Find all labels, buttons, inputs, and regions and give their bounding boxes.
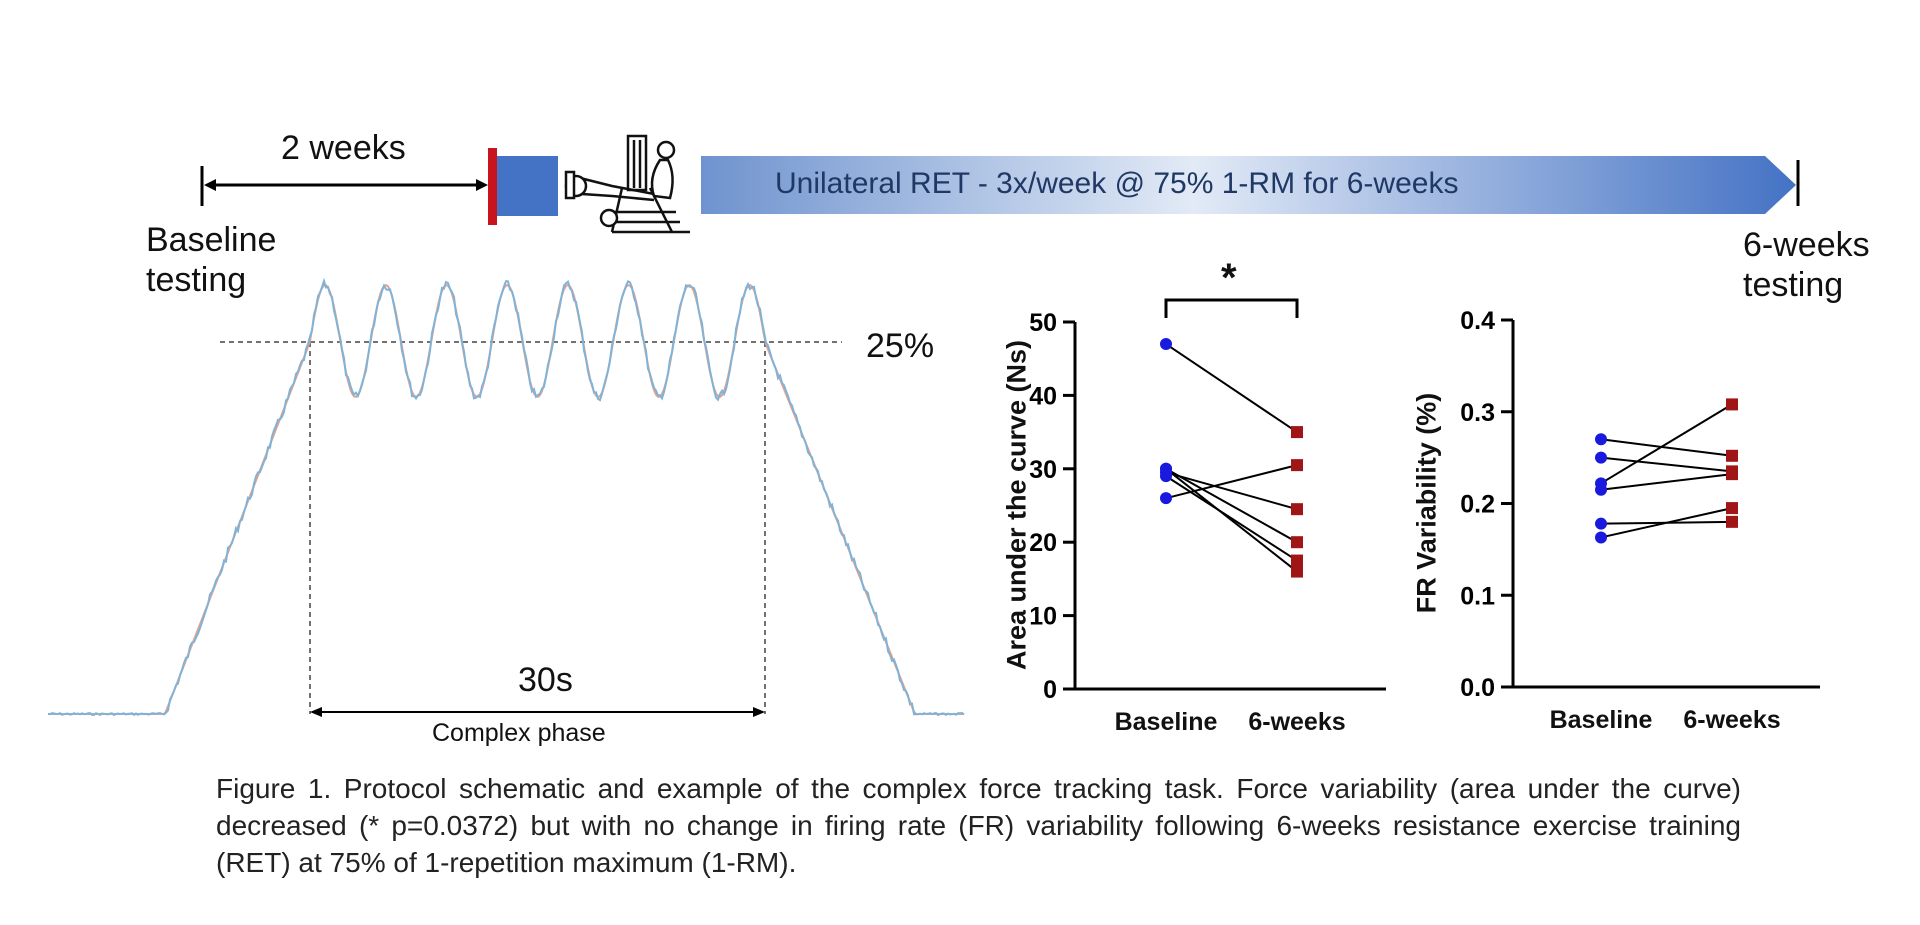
fr-baseline-point [1595, 531, 1607, 544]
duration-label: 30s [518, 661, 573, 699]
significance-bracket [1164, 298, 1299, 318]
auc-y-tick-label: 40 [1029, 382, 1057, 410]
fr-baseline-point [1595, 517, 1607, 530]
fr-y-tick-label: 0.2 [1460, 491, 1495, 519]
fr-post-point [1726, 449, 1738, 462]
interval-arrow-left-head [204, 179, 216, 191]
auc-pair-line [1165, 343, 1298, 433]
measured-trace-line [47, 277, 965, 717]
fr-post-point [1726, 398, 1738, 411]
auc-x-tick-post: 6-weeks [1248, 708, 1346, 736]
auc-y-axis-label: Area under the curve (Ns) [1001, 339, 1032, 671]
auc-y-tick-label: 10 [1029, 603, 1057, 631]
fr-baseline-point [1595, 483, 1607, 496]
threshold-label: 25% [866, 327, 935, 365]
auc-post-point [1291, 503, 1303, 516]
training-label: Unilateral RET - 3x/week @ 75% 1-RM for … [775, 167, 1459, 200]
fr-y-tick-label: 0.1 [1460, 582, 1495, 610]
phase-arrow-right-head [753, 707, 765, 717]
auc-pair-line [1165, 468, 1298, 573]
auc-post-point [1291, 536, 1303, 549]
fr-post-point [1726, 468, 1738, 481]
fr-x-tick-post: 6-weeks [1683, 706, 1781, 734]
fr-pair-line [1600, 438, 1733, 457]
timeline [200, 134, 1800, 234]
force-trace-panel [47, 277, 965, 717]
auc-x-tick-baseline: Baseline [1114, 708, 1218, 736]
fr-y-tick-label: 0.4 [1460, 307, 1495, 335]
fr-x-tick-baseline: Baseline [1549, 706, 1653, 734]
target-trace-line [48, 283, 964, 715]
fr-post-point [1726, 515, 1738, 528]
phase-arrow-left-head [310, 707, 322, 717]
figure-caption: Figure 1. Protocol schematic and example… [216, 773, 1741, 878]
auc-post-point [1291, 565, 1303, 578]
auc-pair-line [1165, 464, 1298, 500]
fr-pair-line [1600, 403, 1733, 485]
fr-y-tick-label: 0.0 [1460, 674, 1495, 702]
fr-pair-line [1600, 507, 1733, 539]
fr-chart: 0.0 0.1 0.2 0.3 0.4 [1460, 307, 1820, 702]
leg-press-machine-icon [564, 134, 690, 234]
fr-baseline-point [1595, 433, 1607, 446]
auc-pair-line [1165, 471, 1298, 511]
interval-arrow-right-head [476, 179, 488, 191]
auc-baseline-point [1160, 462, 1172, 475]
auc-pair-line [1165, 467, 1298, 544]
significance-star: * [1221, 256, 1237, 300]
start-marker [488, 148, 497, 225]
auc-y-tick-label: 30 [1029, 456, 1057, 484]
fr-pair-line [1600, 456, 1733, 473]
baseline-testing-label: Baseline testing [146, 221, 277, 299]
auc-pair-line [1165, 475, 1298, 562]
fr-y-axis-label: FR Variability (%) [1411, 392, 1442, 614]
phase-label: Complex phase [432, 719, 606, 747]
fr-baseline-point [1595, 451, 1607, 464]
auc-baseline-point [1160, 338, 1172, 351]
auc-baseline-point [1160, 492, 1172, 505]
auc-post-point [1291, 554, 1303, 567]
auc-y-tick-label: 20 [1029, 529, 1057, 557]
fr-post-point [1726, 502, 1738, 515]
final-testing-label: 6-weeks testing [1743, 226, 1870, 304]
fr-pair-line [1600, 473, 1733, 491]
auc-y-tick-label: 50 [1029, 309, 1057, 337]
training-arrow [701, 156, 1796, 214]
fr-y-tick-label: 0.3 [1460, 399, 1495, 427]
auc-y-tick-label: 0 [1043, 676, 1057, 704]
auc-chart: 0 10 20 30 40 50 [1029, 298, 1386, 704]
auc-post-point [1291, 426, 1303, 439]
auc-post-point [1291, 459, 1303, 472]
familiarization-block [497, 156, 558, 216]
interval-label: 2 weeks [281, 129, 406, 167]
